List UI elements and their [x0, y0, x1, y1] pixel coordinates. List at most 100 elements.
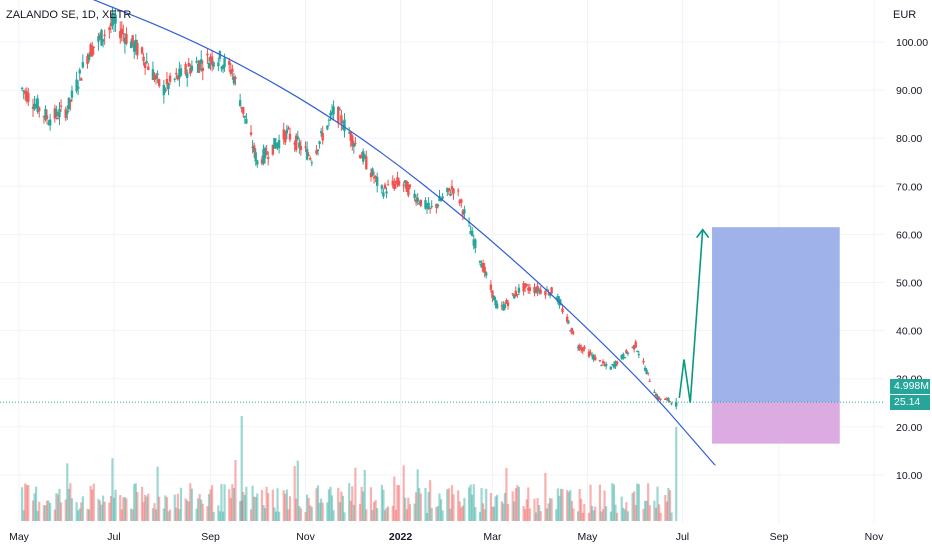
candle-body [273, 138, 276, 149]
candle-body [217, 62, 220, 67]
candle-body [147, 66, 150, 70]
candle-body [578, 345, 581, 350]
volume-bar [231, 484, 234, 521]
volume-bar [441, 510, 444, 521]
stop-zone[interactable] [712, 402, 840, 444]
volume-bar [217, 505, 220, 521]
candle-body [634, 341, 637, 348]
candle-body [119, 31, 122, 39]
volume-bar [427, 491, 430, 521]
volume-bar [187, 501, 190, 521]
candle-body [86, 55, 89, 65]
volume-bar [413, 503, 416, 521]
volume-bar [186, 500, 189, 521]
time-tick-label: Sep [770, 531, 789, 543]
volume-bar [212, 512, 215, 521]
candle-body [446, 188, 449, 192]
volume-bar [481, 503, 485, 521]
candle-body [234, 77, 237, 79]
candle-body [175, 72, 178, 75]
volume-bar [374, 500, 377, 521]
candle-body [523, 283, 527, 289]
candle-body [631, 346, 634, 348]
volume-bar [256, 493, 259, 521]
candle-body [391, 180, 394, 186]
volume-bar [338, 502, 341, 521]
candle-body [254, 152, 257, 162]
descending-trendline[interactable] [67, 0, 716, 466]
volume-bar [189, 483, 192, 521]
volume-bar [75, 502, 78, 521]
candle-body [87, 54, 91, 60]
volume-bar [108, 502, 111, 521]
volume-bar [239, 501, 242, 521]
volume-bar [24, 483, 27, 521]
candlesticks [0, 6, 885, 410]
time-axis[interactable]: May Jul Sep Nov 2022 Mar May Jul Sep Nov [9, 531, 884, 543]
candle-body [360, 156, 363, 159]
volume-bar [318, 502, 321, 521]
volume-bar [407, 497, 410, 521]
volume-bar [656, 486, 659, 521]
candle-body [206, 53, 209, 56]
candle-body [637, 354, 641, 356]
candle-body [408, 184, 412, 188]
candle-body [330, 111, 334, 115]
long-position-tool[interactable] [712, 227, 840, 444]
volume-bar [469, 484, 472, 521]
volume-bar [285, 489, 288, 521]
candle-body [636, 350, 639, 352]
volume-bar [87, 509, 91, 521]
price-axis[interactable]: 10.0020.0030.0040.0050.0060.0070.0080.00… [896, 37, 928, 482]
candle-body [397, 180, 401, 186]
candle-body [318, 141, 321, 145]
price-tick-label: 10.00 [896, 470, 922, 482]
candle-body [251, 146, 254, 149]
candle-body [361, 151, 365, 162]
candle-body [276, 142, 279, 147]
candle-body [133, 42, 136, 52]
candle-body [502, 304, 505, 311]
volume-bar [492, 506, 496, 521]
volume-bar [376, 508, 379, 521]
candle-body [69, 99, 72, 103]
candle-body [293, 142, 296, 145]
volume-bar [101, 495, 105, 521]
arrow-head [696, 228, 710, 239]
volume-bar [282, 490, 285, 521]
volume-bar [511, 491, 514, 521]
candle-body [528, 287, 532, 291]
volume-bar [67, 488, 70, 521]
candle-body [55, 109, 58, 116]
volume-bar [100, 504, 103, 521]
candle-body [642, 360, 645, 363]
candle-body [185, 72, 189, 78]
volume-bar [97, 498, 100, 521]
candle-body [615, 361, 619, 365]
price-tick-label: 100.00 [896, 37, 928, 49]
candle-body [452, 188, 455, 194]
volume-bar [164, 495, 167, 521]
volume-bar [354, 467, 357, 521]
projection-arrow[interactable] [678, 228, 710, 403]
candle-body [480, 264, 483, 268]
arrow-path[interactable] [678, 229, 704, 403]
candle-body [460, 199, 463, 203]
volume-bar [77, 510, 80, 521]
candle-body [581, 348, 584, 352]
volume-bar [59, 502, 63, 521]
candle-body [151, 69, 155, 80]
candle-body [64, 109, 67, 119]
last-price-badge: 25.14 [890, 395, 930, 411]
symbol-title[interactable]: ZALANDO SE, 1D, XETR [6, 9, 132, 21]
candle-body [260, 159, 264, 164]
target-zone[interactable] [712, 227, 840, 403]
volume-bar [461, 505, 464, 521]
candle-body [101, 39, 105, 42]
trendline-path[interactable] [67, 0, 716, 466]
candle-body [396, 177, 399, 185]
volume-bar [190, 488, 193, 521]
volume-bar [397, 485, 401, 521]
candle-body [354, 142, 357, 144]
